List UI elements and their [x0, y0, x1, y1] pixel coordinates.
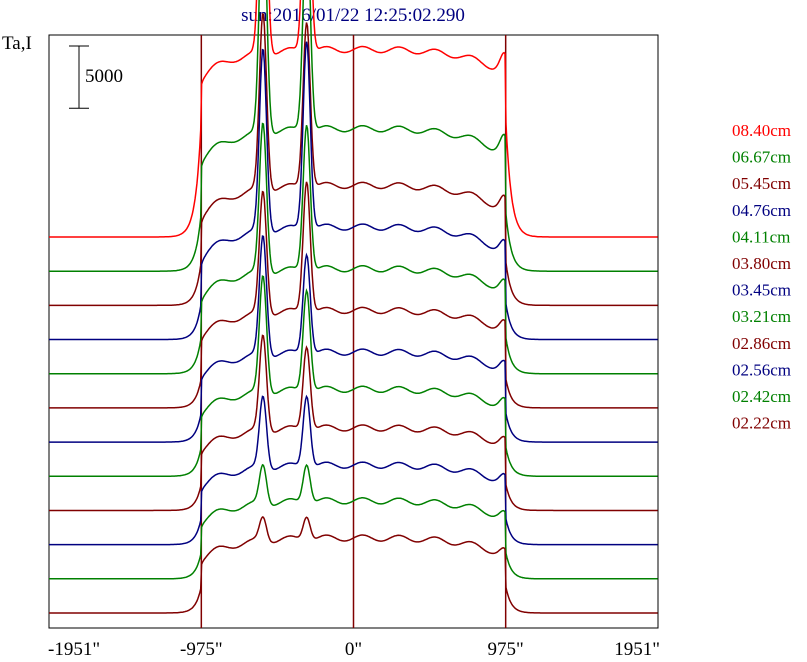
legend-item: 06.67cm: [732, 148, 791, 167]
legend-item: 04.76cm: [732, 201, 791, 220]
legend-item: 02.22cm: [732, 414, 791, 433]
legend-item: 02.42cm: [732, 387, 791, 406]
trace-03-45cm: [49, 235, 658, 443]
trace-05-45cm: [49, 12, 658, 307]
legend-item: 03.80cm: [732, 254, 791, 273]
vertical-reference-lines: [200, 35, 507, 628]
x-tick-label: 0": [345, 639, 362, 660]
legend-item: 05.45cm: [732, 174, 791, 193]
trace-06-67cm: [49, 0, 658, 272]
legend-item: 04.11cm: [732, 227, 790, 246]
trace-02-42cm: [49, 463, 658, 580]
trace-03-21cm: [49, 275, 658, 478]
trace-04-76cm: [49, 41, 658, 341]
legend-item: 02.56cm: [732, 360, 791, 379]
scale-bar: 5000: [69, 45, 123, 109]
legend-item: 03.21cm: [732, 307, 791, 326]
trace-02-22cm: [49, 516, 658, 614]
trace-08-40cm: [49, 0, 658, 238]
x-tick-label: -975": [180, 639, 223, 660]
trace-04-11cm: [49, 122, 658, 375]
x-tick-labels: -1951" -975" 0" 975" 1951": [48, 639, 660, 660]
scale-bar-label: 5000: [85, 66, 123, 87]
legend-item: 03.45cm: [732, 281, 791, 300]
x-tick-label: 975": [488, 639, 524, 660]
x-tick-label: 1951": [614, 639, 660, 660]
chart-title: sun:2016/01/22 12:25:02.290: [241, 5, 465, 26]
x-tick-label: -1951": [48, 639, 100, 660]
trace-02-56cm: [49, 394, 658, 546]
trace-03-80cm: [49, 181, 658, 409]
legend-item: 08.40cm: [732, 121, 791, 140]
trace-group: [49, 0, 658, 614]
y-axis-label: Ta,I: [2, 33, 32, 54]
legend-item: 02.86cm: [732, 334, 791, 353]
legend: 08.40cm 06.67cm 05.45cm 04.76cm 04.11cm 03.80…: [732, 121, 791, 433]
trace-02-86cm: [49, 334, 658, 512]
